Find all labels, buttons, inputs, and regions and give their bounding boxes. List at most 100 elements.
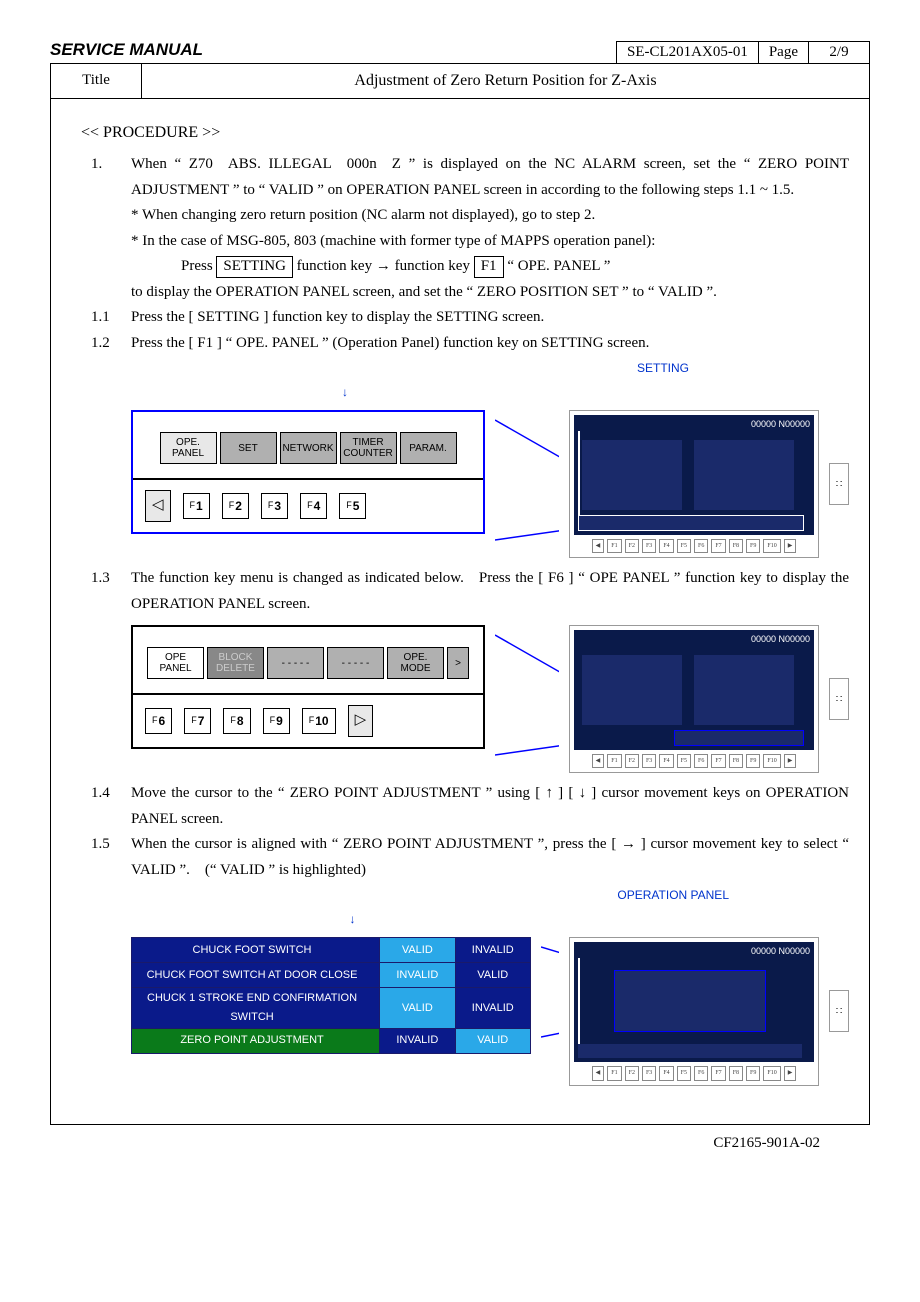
softkey-tab[interactable]: - - - - - [267,647,324,679]
title-value: Adjustment of Zero Return Position for Z… [142,64,869,98]
mini-fkey: F4 [659,539,673,553]
arrow-text: function key → function key [297,258,470,274]
row-label: CHUCK FOOT SWITCH AT DOOR CLOSE [132,963,380,988]
nc-counter: 00000 N00000 [751,632,810,647]
mini-fkey: ◀ [592,539,605,553]
step-number: 1.2 [91,331,131,357]
mini-fkey: F9 [746,1066,760,1080]
mini-fkey: F8 [729,754,743,768]
option-a[interactable]: INVALID [380,1028,455,1053]
step-number: 1. [91,152,131,203]
option-a[interactable]: VALID [380,938,455,963]
right-arrow-icon[interactable]: ▷ [348,705,374,737]
note: * When changing zero return position (NC… [131,203,849,229]
step-body: The function key menu is changed as indi… [131,566,849,617]
header-row: SERVICE MANUAL SE-CL201AX05-01 Page 2/9 [50,40,870,64]
mini-fkey: F1 [607,754,621,768]
setting-key: SETTING [216,256,293,278]
f1-key: F1 [474,256,504,278]
mini-fkey: F4 [659,754,673,768]
softkey-tab[interactable]: PARAM. [400,432,457,464]
mini-fkey: F7 [711,754,725,768]
handle-icon[interactable]: ∷ [829,463,849,505]
step-body: When the cursor is aligned with “ ZERO P… [131,832,849,883]
softkey-panel: OPE.PANELSETNETWORKTIMERCOUNTERPARAM. ◁ … [131,410,485,534]
ope-panel-text: “ OPE. PANEL ” [507,258,610,274]
softkey-tab[interactable]: > [447,647,469,679]
left-arrow-icon[interactable]: ◁ [145,490,171,522]
softkey-tab[interactable]: TIMERCOUNTER [340,432,397,464]
mini-fkey: F5 [677,1066,691,1080]
softkey-tab[interactable]: NETWORK [280,432,337,464]
procedure-heading: << PROCEDURE >> [81,119,849,146]
function-key[interactable]: F8 [223,708,250,734]
doc-number: SE-CL201AX05-01 [616,41,759,63]
option-b[interactable]: INVALID [455,988,530,1028]
mini-fkey: F6 [694,539,708,553]
softkey-tab[interactable]: OPE.PANEL [160,432,217,464]
option-a[interactable]: VALID [380,988,455,1028]
mini-fkey: F2 [625,754,639,768]
mini-fkey: ▶ [784,754,797,768]
nc-counter: 00000 N00000 [751,417,810,432]
screenshot-setting: 00000 N00000 ◀F1F2F3F4F5F6F7F8F9F10▶ [569,410,819,558]
row-label: CHUCK 1 STROKE END CONFIRMATION SWITCH [132,988,380,1028]
step-number: 1.1 [91,305,131,331]
connector-lines [541,937,559,1057]
row-label: CHUCK FOOT SWITCH [132,938,380,963]
function-key[interactable]: F4 [300,493,327,519]
press-label: Press [181,258,213,274]
function-key[interactable]: F1 [183,493,210,519]
nc-counter: 00000 N00000 [751,944,810,959]
valid-row: ZERO POINT ADJUSTMENTINVALIDVALID [132,1028,531,1053]
page-number: 2/9 [808,41,870,63]
mini-fkey: F10 [763,1066,780,1080]
mini-fkey: F1 [607,1066,621,1080]
valid-row: CHUCK FOOT SWITCH AT DOOR CLOSEINVALIDVA… [132,963,531,988]
function-key[interactable]: F7 [184,708,211,734]
mini-fkey: F8 [729,1066,743,1080]
row-label: ZERO POINT ADJUSTMENT [132,1028,380,1053]
setting-callout: SETTING [637,361,689,375]
mini-fkey: ▶ [784,1066,797,1080]
softkey-tab[interactable]: OPEPANEL [147,647,204,679]
function-key[interactable]: F5 [339,493,366,519]
option-a[interactable]: INVALID [380,963,455,988]
function-key[interactable]: F3 [261,493,288,519]
option-b[interactable]: VALID [455,1028,530,1053]
handle-icon[interactable]: ∷ [829,990,849,1032]
mini-fkey: F8 [729,539,743,553]
arrow-down-icon: ↓ [71,382,619,402]
function-key[interactable]: F2 [222,493,249,519]
footer-code: CF2165-901A-02 [50,1125,870,1182]
title-row: Title Adjustment of Zero Return Position… [50,64,870,99]
handle-icon[interactable]: ∷ [829,678,849,720]
option-b[interactable]: VALID [455,963,530,988]
step-number: 1.3 [91,566,131,617]
softkey-tab[interactable]: SET [220,432,277,464]
option-b[interactable]: INVALID [455,938,530,963]
manual-title: SERVICE MANUAL [50,40,617,63]
softkey-tab[interactable]: OPE.MODE [387,647,444,679]
function-key[interactable]: F6 [145,708,172,734]
mini-fkey: ◀ [592,754,605,768]
figure-2: OPEPANELBLOCKDELETE- - - - -- - - - -OPE… [131,625,849,773]
mini-fkey: F3 [642,539,656,553]
connector-lines [495,625,559,765]
mini-fkey: F9 [746,754,760,768]
screenshot-operation-panel: 00000 N00000 ◀F1F2F3F4F5F6F7F8F9F10▶ [569,937,819,1085]
screenshot-ope-menu: 00000 N00000 ◀F1F2F3F4F5F6F7F8F9F10▶ [569,625,819,773]
valid-row: CHUCK FOOT SWITCHVALIDINVALID [132,938,531,963]
mini-fkey: F10 [763,754,780,768]
step-body: Press the [ F1 ] “ OPE. PANEL ” (Operati… [131,331,849,357]
softkey-tab[interactable]: - - - - - [327,647,384,679]
softkey-tab[interactable]: BLOCKDELETE [207,647,264,679]
mini-fkey: F5 [677,539,691,553]
page-label: Page [758,41,809,63]
step-number: 1.4 [91,781,131,832]
function-key[interactable]: F10 [302,708,336,734]
mini-fkey: F3 [642,754,656,768]
mini-fkey: F1 [607,539,621,553]
function-key[interactable]: F9 [263,708,290,734]
press-line: Press SETTING function key → function ke… [181,254,849,280]
